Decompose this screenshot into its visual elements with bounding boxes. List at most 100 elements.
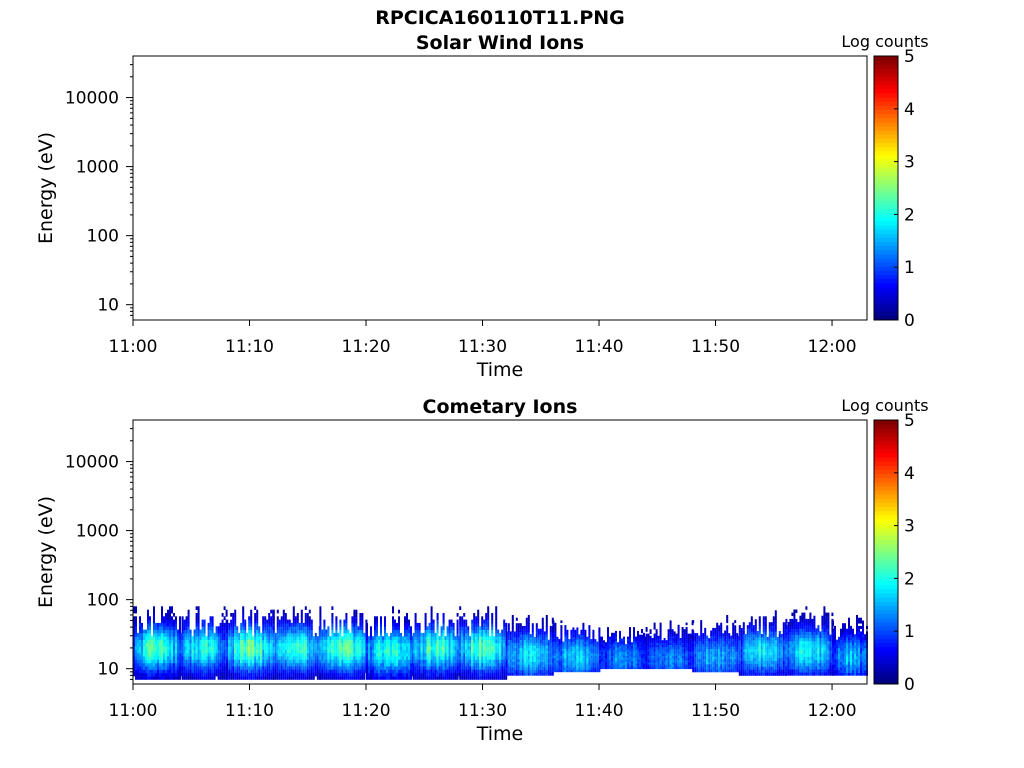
- spectrogram-cell: [499, 669, 502, 674]
- spectrogram-cell: [633, 655, 635, 658]
- spectrogram-cell: [456, 662, 459, 667]
- spectrogram-cell: [509, 658, 512, 662]
- spectrogram-cell: [207, 662, 210, 667]
- spectrogram-cell: [310, 632, 313, 637]
- spectrogram-cell: [578, 636, 581, 640]
- spectrogram-cell: [380, 642, 382, 647]
- spectrogram-cell: [163, 649, 165, 654]
- spectrogram-cell: [641, 642, 643, 645]
- spectrogram-cell: [471, 649, 474, 654]
- spectrogram-cell: [308, 639, 311, 644]
- spectrogram-cell: [351, 636, 354, 640]
- spectrogram-cell: [545, 667, 548, 671]
- spectrogram-cell: [406, 626, 408, 630]
- spectrogram-cell: [513, 639, 516, 643]
- spectrogram-cell: [153, 636, 155, 640]
- spectrogram-cell: [376, 626, 378, 630]
- spectrogram-cell: [351, 652, 354, 657]
- spectrogram-cell: [143, 659, 145, 664]
- spectrogram-cell: [619, 634, 621, 637]
- spectrogram-cell: [454, 649, 457, 654]
- spectrogram-cell: [250, 622, 253, 627]
- spectrogram-cell: [366, 652, 368, 657]
- spectrogram-cell: [314, 632, 317, 637]
- spectrogram-cell: [268, 636, 271, 640]
- spectrogram-cell: [223, 606, 226, 610]
- spectrogram-cell: [361, 676, 364, 680]
- spectrogram-cell: [531, 623, 534, 627]
- spectrogram-cell: [448, 636, 451, 640]
- spectrogram-cell: [402, 636, 404, 640]
- spectrogram-cell: [312, 659, 315, 664]
- spectrogram-cell: [659, 664, 662, 667]
- spectrogram-cell: [355, 676, 358, 680]
- spectrogram-cell: [487, 626, 490, 630]
- spectrogram-cell: [513, 658, 516, 662]
- spectrogram-cell: [372, 646, 374, 650]
- spectrogram-cell: [655, 642, 658, 645]
- spectrogram-cell: [359, 619, 362, 624]
- spectrogram-cell: [145, 669, 147, 674]
- spectrogram-cell: [617, 661, 619, 664]
- spectrogram-cell: [627, 655, 629, 658]
- spectrogram-cell: [242, 676, 245, 680]
- spectrogram-cell: [135, 672, 137, 677]
- spectrogram-cell: [552, 632, 555, 635]
- spectrogram-cell: [521, 656, 524, 660]
- spectrogram-cell: [533, 661, 536, 665]
- spectrogram-cell: [244, 656, 247, 660]
- spectrogram-cell: [294, 616, 297, 620]
- spectrogram-cell: [274, 656, 277, 660]
- spectrogram-cell: [270, 632, 273, 637]
- spectrogram-cell: [133, 632, 135, 637]
- spectrogram-cell: [545, 672, 548, 676]
- spectrogram-cell: [258, 662, 261, 667]
- spectrogram-cell: [288, 636, 291, 640]
- spectrogram-cell: [147, 619, 149, 624]
- spectrogram-cell: [366, 622, 368, 627]
- spectrogram-cell: [226, 632, 229, 637]
- spectrogram-cell: [645, 644, 648, 648]
- spectrogram-cell: [507, 653, 510, 657]
- spectrogram-cell: [647, 635, 650, 639]
- spectrogram-cell: [483, 626, 486, 630]
- spectrogram-cell: [159, 656, 161, 660]
- spectrogram-cell: [442, 662, 445, 667]
- spectrogram-cell: [335, 626, 338, 630]
- spectrogram-cell: [215, 649, 218, 654]
- spectrogram-cell: [574, 634, 577, 638]
- spectrogram-cell: [503, 662, 506, 667]
- spectrogram-cell: [428, 659, 431, 664]
- spectrogram-cell: [292, 646, 295, 650]
- spectrogram-cell: [418, 622, 421, 627]
- spectrogram-cell: [574, 664, 577, 668]
- spectrogram-cell: [189, 649, 192, 654]
- spectrogram-cell: [440, 626, 443, 630]
- spectrogram-cell: [242, 652, 245, 657]
- spectrogram-cell: [258, 632, 261, 637]
- spectrogram-cell: [197, 676, 200, 680]
- spectrogram-cell: [406, 613, 408, 617]
- spectrogram-cell: [199, 642, 202, 647]
- spectrogram-cell: [288, 642, 291, 647]
- spectrogram-cell: [442, 622, 445, 627]
- spectrogram-cell: [240, 639, 243, 644]
- spectrogram-cell: [151, 652, 153, 657]
- spectrogram-cell: [374, 649, 376, 654]
- spectrogram-cell: [663, 664, 666, 667]
- spectrogram-cell: [420, 632, 423, 637]
- spectrogram-cell: [592, 650, 595, 654]
- spectrogram-cell: [183, 632, 186, 637]
- spectrogram-cell: [149, 652, 151, 657]
- spectrogram-cell: [560, 625, 563, 628]
- spectrogram-cell: [507, 628, 510, 632]
- spectrogram-cell: [601, 640, 603, 643]
- spectrogram-cell: [394, 659, 396, 664]
- spectrogram-cell: [260, 632, 263, 637]
- spectrogram-cell: [613, 644, 615, 647]
- spectrogram-cell: [422, 639, 425, 644]
- spectrogram-cell: [333, 646, 336, 650]
- spectrogram-cell: [663, 646, 666, 650]
- spectrogram-cell: [262, 616, 265, 620]
- colorbar-segment: [874, 270, 898, 275]
